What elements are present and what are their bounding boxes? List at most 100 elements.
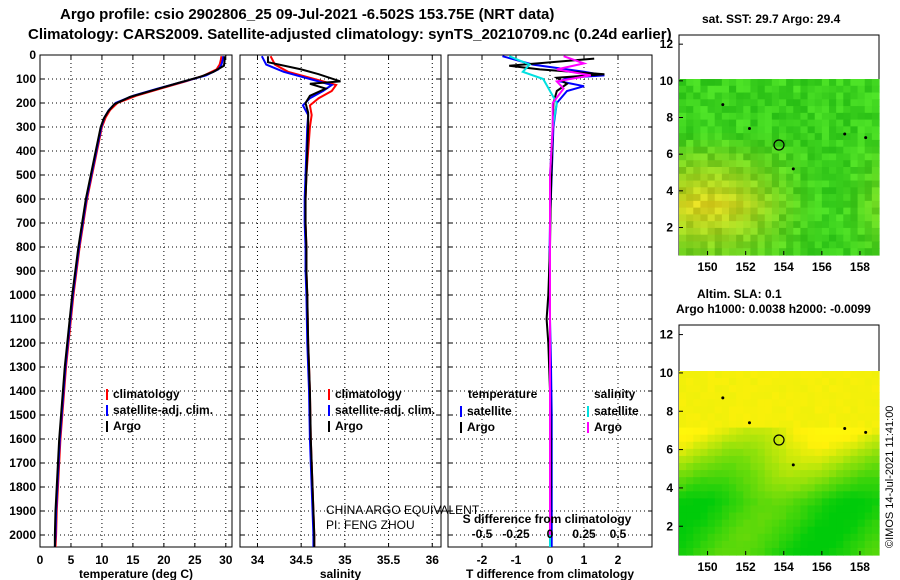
sst-map-cell (807, 139, 816, 148)
sla-map-cell (800, 477, 809, 485)
sla-map-cell (743, 484, 752, 492)
sla-map-cell (800, 505, 809, 514)
sla-map-cell (736, 406, 744, 415)
sst-map-cell (829, 214, 837, 222)
difference-s-axis-label: S difference from climatology (463, 512, 632, 526)
sla-map-cell (743, 463, 752, 471)
sst-map-cell (807, 126, 816, 134)
sst-map-cell (850, 153, 859, 161)
sla-map-cell (779, 448, 787, 457)
sst-map-cell (764, 200, 773, 209)
sst-map-cell (700, 180, 709, 188)
sla-map-cell (686, 463, 694, 471)
sst-map-cell (779, 173, 787, 182)
sst-map-cell (829, 99, 837, 107)
sla-map-cell (814, 477, 823, 485)
sla-map-cell (857, 540, 866, 549)
sst-map-cell (807, 106, 816, 114)
sla-map-cell (714, 434, 723, 443)
sla-map-cell (793, 540, 802, 549)
sla-map-cell (793, 505, 802, 514)
sst-map-cell (821, 207, 830, 215)
sla-map-cell (850, 441, 859, 450)
sst-map-cell (800, 119, 809, 127)
sla-map-cell (807, 427, 816, 436)
sst-map-cell (793, 200, 802, 209)
sst-map-cell (864, 92, 873, 100)
sla-map-cell (693, 448, 702, 457)
sla-map-cell (800, 491, 809, 499)
sla-map-cell (750, 455, 759, 464)
sst-map-cell (821, 221, 830, 229)
sla-map-cell (836, 498, 844, 507)
sst-map-cell (821, 227, 830, 236)
sst-map-cell (857, 227, 866, 236)
sla-map-cell (800, 463, 809, 471)
sst-map-cell (814, 221, 823, 229)
sst-map-cell (793, 146, 802, 155)
sst-map-cell (721, 214, 730, 222)
sst-map-cell (857, 106, 866, 114)
sla-map-cell (750, 378, 759, 386)
difference-xlabel: T difference from climatology (466, 567, 634, 580)
sla-map-cell (821, 441, 830, 450)
sst-map-cell (836, 227, 844, 236)
diff-legend-title-salinity: salinity (594, 387, 636, 401)
sla-map-cell (721, 448, 730, 457)
sla-map-cell (700, 455, 709, 464)
sst-map-cell (700, 126, 709, 134)
sst-map-cell (693, 85, 702, 94)
sla-map-cell (793, 378, 802, 386)
sla-map-cell (729, 441, 737, 450)
sla-map-cell (857, 491, 866, 499)
sla-map-cell (714, 526, 723, 535)
sla-map-cell (771, 427, 780, 436)
sst-map-cell (750, 180, 759, 188)
sst-map-cell (764, 173, 773, 182)
sst-map-cell (771, 99, 780, 107)
sst-map-cell (714, 173, 723, 182)
sst-map-cell (757, 126, 766, 134)
sla-map-cell (843, 392, 852, 400)
sla-map-cell (736, 547, 744, 556)
difference-s-tick-label: 0.25 (572, 527, 596, 541)
sst-map-island-dot (791, 167, 795, 171)
sla-map-cell (743, 385, 752, 393)
sla-map-cell (764, 392, 773, 400)
sla-map-cell (757, 484, 766, 492)
sla-map-cell (829, 498, 837, 507)
sla-map-cell (807, 385, 816, 393)
sst-map-cell (807, 187, 816, 195)
sla-map-cell (786, 406, 794, 415)
sst-map-cell (721, 187, 730, 195)
sst-map-cell (807, 167, 816, 175)
sla-map-cell (814, 519, 823, 528)
sst-map-cell (757, 234, 766, 243)
sst-map-cell (771, 214, 780, 222)
sla-map-cell (850, 399, 859, 407)
sst-map-cell (864, 214, 873, 222)
sst-map-cell (679, 194, 687, 202)
sst-map-cell (850, 133, 859, 141)
sla-map-cell (800, 406, 809, 415)
sla-map-cell (714, 484, 723, 492)
sst-map-cell (750, 112, 759, 121)
sla-map-cell (736, 427, 744, 436)
sla-map-cell (793, 484, 802, 492)
sla-map-cell (814, 484, 823, 492)
sst-map-cell (771, 112, 780, 121)
sst-map-cell (743, 126, 752, 134)
sla-map-cell (679, 526, 687, 535)
sla-map-cell (871, 477, 880, 485)
sla-map-cell (700, 427, 709, 436)
sla-map-cell (779, 484, 787, 492)
sla-map-cell (743, 491, 752, 499)
sst-map-cell (764, 180, 773, 188)
sst-map-cell (857, 160, 866, 168)
sst-map-cell (779, 234, 787, 243)
sst-map-cell (843, 180, 852, 188)
sst-map-cell (750, 119, 759, 127)
sst-map-cell (821, 139, 830, 148)
sla-map-cell (857, 477, 866, 485)
sst-map-cell (736, 221, 744, 229)
